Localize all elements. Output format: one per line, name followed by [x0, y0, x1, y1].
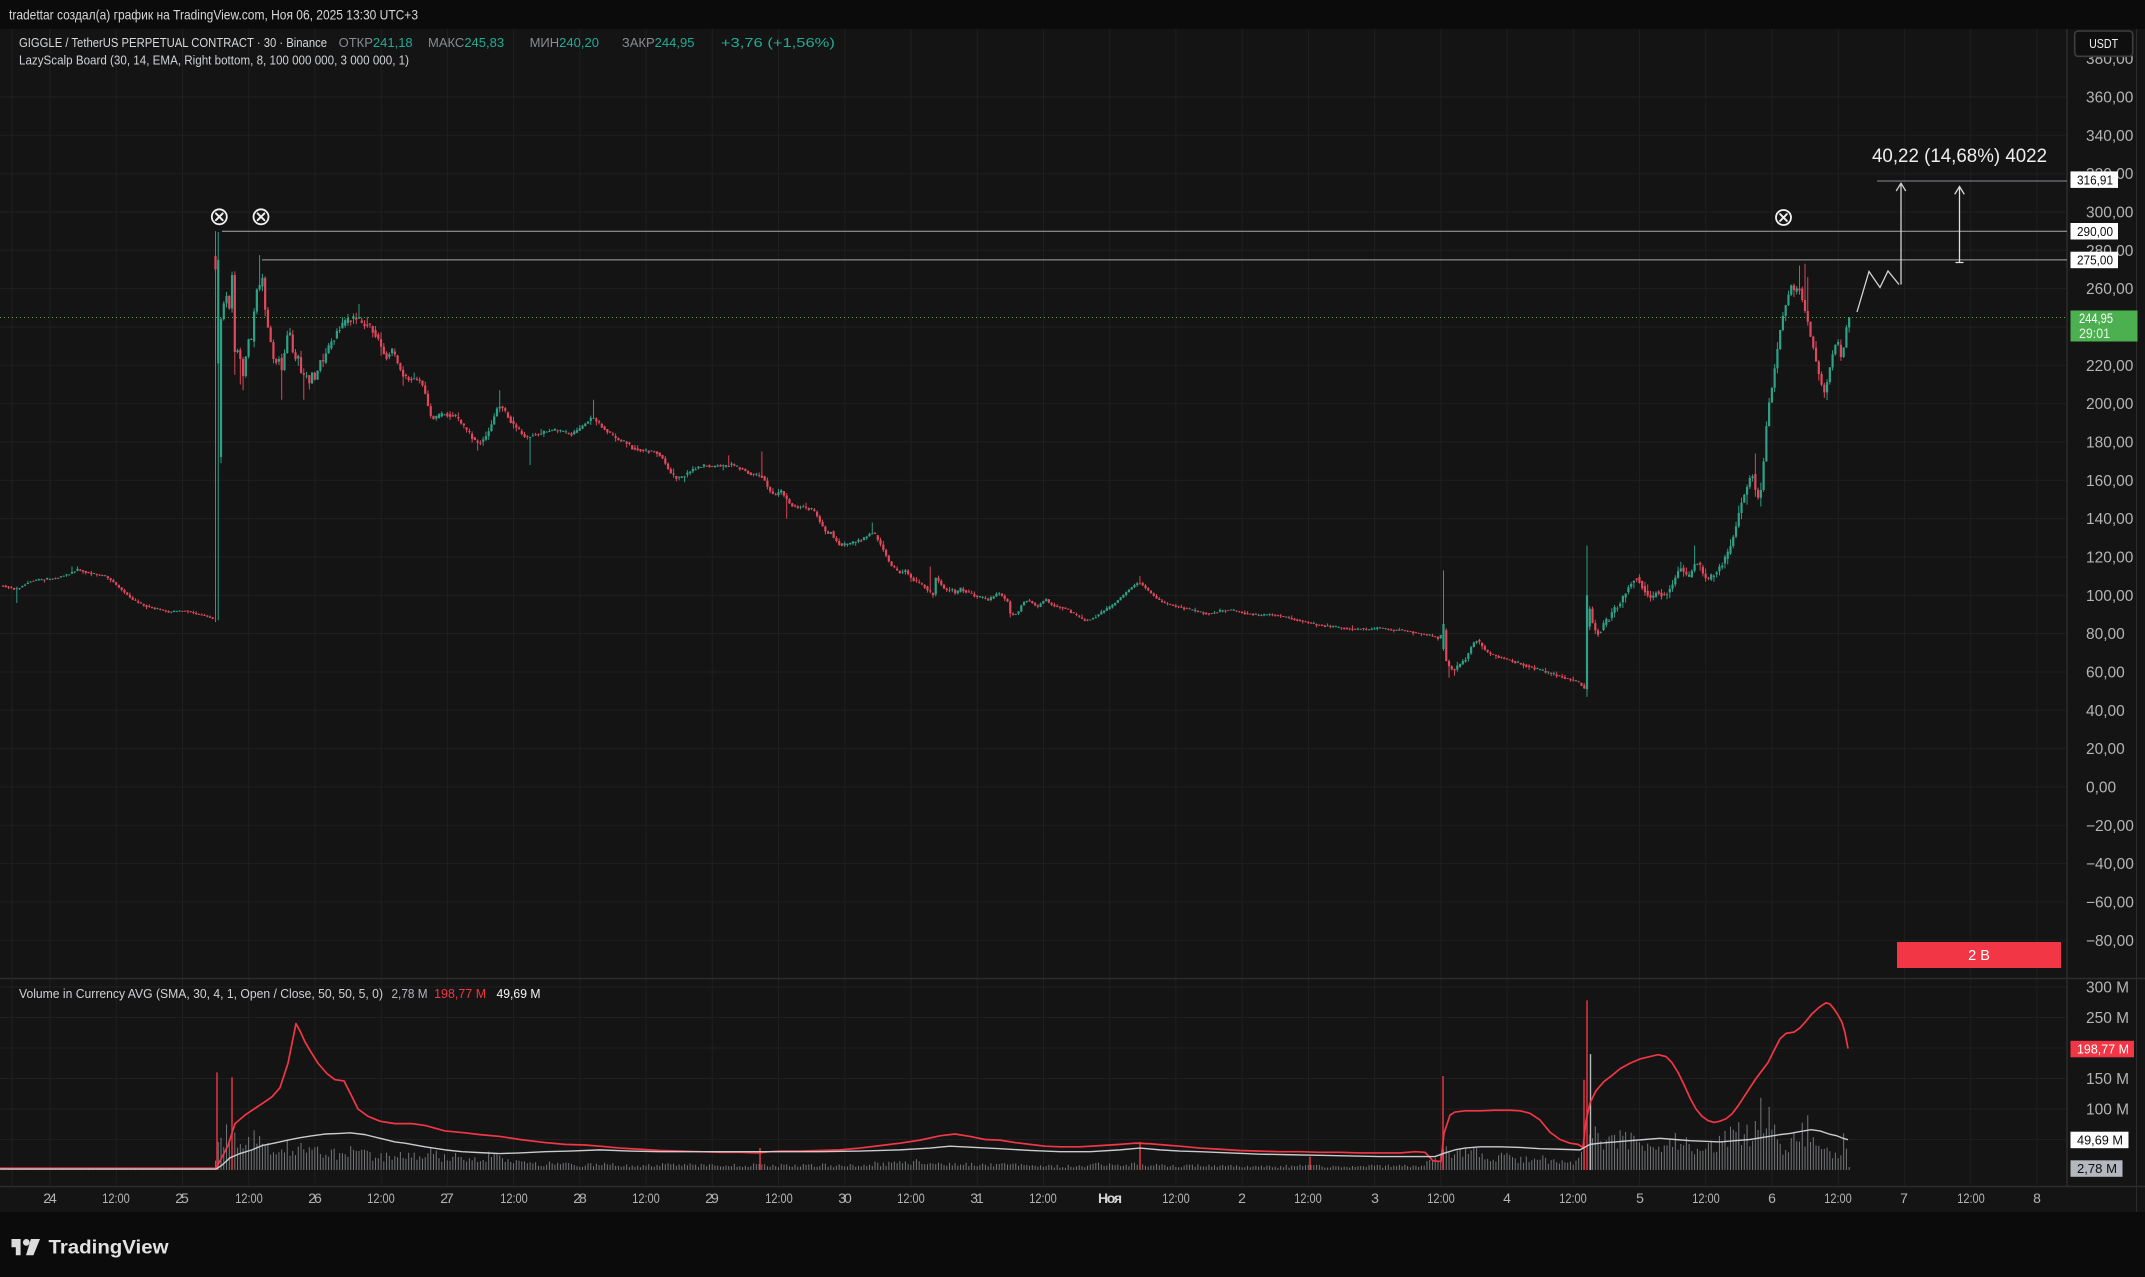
svg-text:160,00: 160,00 [2086, 473, 2134, 490]
svg-text:20,00: 20,00 [2086, 741, 2125, 758]
svg-text:25: 25 [175, 1190, 189, 1206]
svg-text:198,77 М: 198,77 М [434, 987, 486, 1001]
svg-text:−80,00: −80,00 [2086, 933, 2134, 950]
svg-text:260,00: 260,00 [2086, 281, 2134, 298]
svg-text:120,00: 120,00 [2086, 550, 2134, 567]
svg-text:МАКС245,83: МАКС245,83 [428, 35, 504, 50]
svg-text:МИН240,20: МИН240,20 [530, 35, 599, 50]
svg-text:−60,00: −60,00 [2086, 894, 2134, 911]
svg-text:49,69 М: 49,69 М [497, 987, 541, 1001]
svg-text:tradettar создал(а) график на: tradettar создал(а) график на TradingVie… [9, 7, 418, 23]
svg-text:+3,76 (+1,56%): +3,76 (+1,56%) [721, 35, 835, 50]
svg-text:198,77 М: 198,77 М [2077, 1042, 2129, 1057]
svg-text:−20,00: −20,00 [2086, 818, 2134, 835]
svg-text:2,78 М: 2,78 М [392, 987, 428, 1001]
svg-text:−40,00: −40,00 [2086, 856, 2134, 873]
svg-text:2,78 М: 2,78 М [2077, 1161, 2117, 1176]
svg-text:12:00: 12:00 [765, 1190, 793, 1206]
svg-text:ОТКР241,18: ОТКР241,18 [339, 35, 413, 50]
svg-text:2 В: 2 В [1968, 948, 1990, 964]
svg-text:100,00: 100,00 [2086, 588, 2134, 605]
svg-text:300,00: 300,00 [2086, 205, 2134, 222]
svg-text:275,00: 275,00 [2077, 253, 2113, 268]
svg-text:30: 30 [838, 1190, 852, 1206]
svg-text:40,00: 40,00 [2086, 703, 2125, 720]
svg-text:60,00: 60,00 [2086, 665, 2125, 682]
svg-text:8: 8 [2033, 1190, 2041, 1206]
svg-text:31: 31 [970, 1190, 984, 1206]
svg-text:12:00: 12:00 [1957, 1190, 1985, 1206]
svg-text:12:00: 12:00 [1824, 1190, 1852, 1206]
svg-text:300 М: 300 М [2086, 980, 2129, 997]
svg-text:244,95: 244,95 [2079, 311, 2113, 326]
svg-text:5: 5 [1636, 1190, 1644, 1206]
svg-text:220,00: 220,00 [2086, 358, 2134, 375]
svg-text:12:00: 12:00 [367, 1190, 395, 1206]
svg-text:4: 4 [1503, 1190, 1511, 1206]
svg-text:12:00: 12:00 [102, 1190, 130, 1206]
svg-text:12:00: 12:00 [1029, 1190, 1057, 1206]
svg-text:TradingView: TradingView [49, 1237, 170, 1259]
svg-text:290,00: 290,00 [2077, 224, 2113, 239]
svg-text:26: 26 [308, 1190, 322, 1206]
svg-text:12:00: 12:00 [1692, 1190, 1720, 1206]
svg-text:27: 27 [440, 1190, 454, 1206]
svg-text:250 М: 250 М [2086, 1010, 2129, 1027]
svg-text:80,00: 80,00 [2086, 626, 2125, 643]
svg-text:Ноя: Ноя [1098, 1190, 1122, 1206]
svg-text:29:01: 29:01 [2079, 326, 2110, 341]
svg-text:6: 6 [1768, 1190, 1776, 1206]
svg-text:12:00: 12:00 [897, 1190, 925, 1206]
svg-text:12:00: 12:00 [1294, 1190, 1322, 1206]
svg-text:12:00: 12:00 [1559, 1190, 1587, 1206]
svg-text:GIGGLE / TetherUS PERPETUAL CO: GIGGLE / TetherUS PERPETUAL CONTRACT · 3… [19, 35, 327, 50]
svg-text:12:00: 12:00 [235, 1190, 263, 1206]
svg-text:28: 28 [573, 1190, 587, 1206]
svg-text:340,00: 340,00 [2086, 128, 2134, 145]
svg-text:316,91: 316,91 [2077, 172, 2113, 187]
svg-text:140,00: 140,00 [2086, 511, 2134, 528]
svg-text:LazyScalp Board (30, 14, EMA,: LazyScalp Board (30, 14, EMA, Right bott… [19, 54, 409, 68]
svg-text:Volume in Currency AVG (SMA, 3: Volume in Currency AVG (SMA, 30, 4, 1, O… [19, 987, 383, 1001]
svg-text:360,00: 360,00 [2086, 90, 2134, 107]
svg-text:12:00: 12:00 [1162, 1190, 1190, 1206]
svg-text:49,69 М: 49,69 М [2077, 1133, 2123, 1148]
svg-text:12:00: 12:00 [500, 1190, 528, 1206]
svg-text:12:00: 12:00 [1427, 1190, 1455, 1206]
svg-text:USDT: USDT [2089, 37, 2118, 51]
svg-text:29: 29 [705, 1190, 719, 1206]
svg-text:2: 2 [1238, 1190, 1246, 1206]
svg-text:150 М: 150 М [2086, 1071, 2129, 1088]
svg-text:12:00: 12:00 [632, 1190, 660, 1206]
svg-text:24: 24 [43, 1190, 57, 1206]
svg-text:200,00: 200,00 [2086, 396, 2134, 413]
svg-text:100 М: 100 М [2086, 1102, 2129, 1119]
svg-text:40,22 (14,68%) 4022: 40,22 (14,68%) 4022 [1872, 145, 2047, 167]
svg-text:7: 7 [1900, 1190, 1908, 1206]
svg-text:3: 3 [1371, 1190, 1379, 1206]
svg-text:ЗАКР244,95: ЗАКР244,95 [622, 35, 695, 50]
svg-text:0,00: 0,00 [2086, 779, 2117, 796]
svg-text:180,00: 180,00 [2086, 435, 2134, 452]
